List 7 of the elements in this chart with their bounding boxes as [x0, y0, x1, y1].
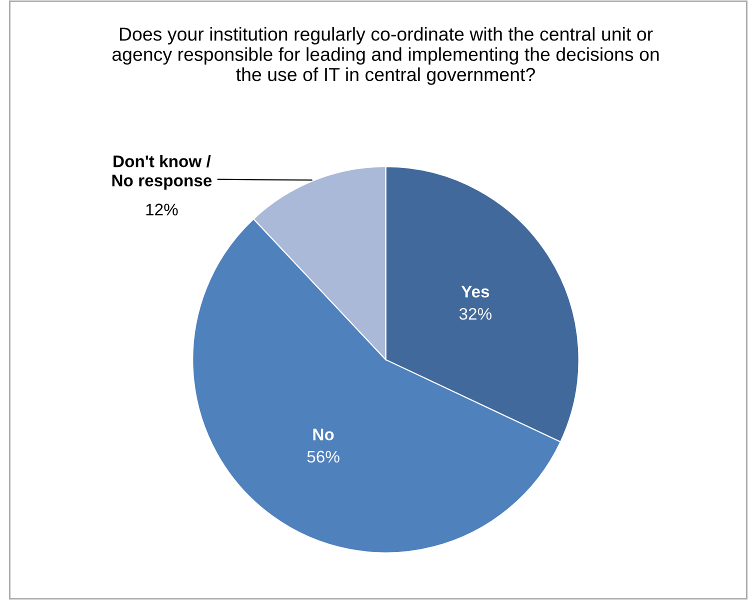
data-label: 12% — [146, 204, 178, 216]
slice-label: No — [313, 428, 334, 440]
slice-label: Yes — [461, 286, 490, 298]
data-label: 56% — [307, 450, 340, 463]
slice-label: Don't know / No response — [112, 155, 212, 190]
chart-title: Does your institution regularly co-ordinate with the central unit or agency responsible for leading and implementing the decisions on the use of IT in central government? — [112, 27, 659, 85]
data-label: 32% — [459, 308, 492, 320]
